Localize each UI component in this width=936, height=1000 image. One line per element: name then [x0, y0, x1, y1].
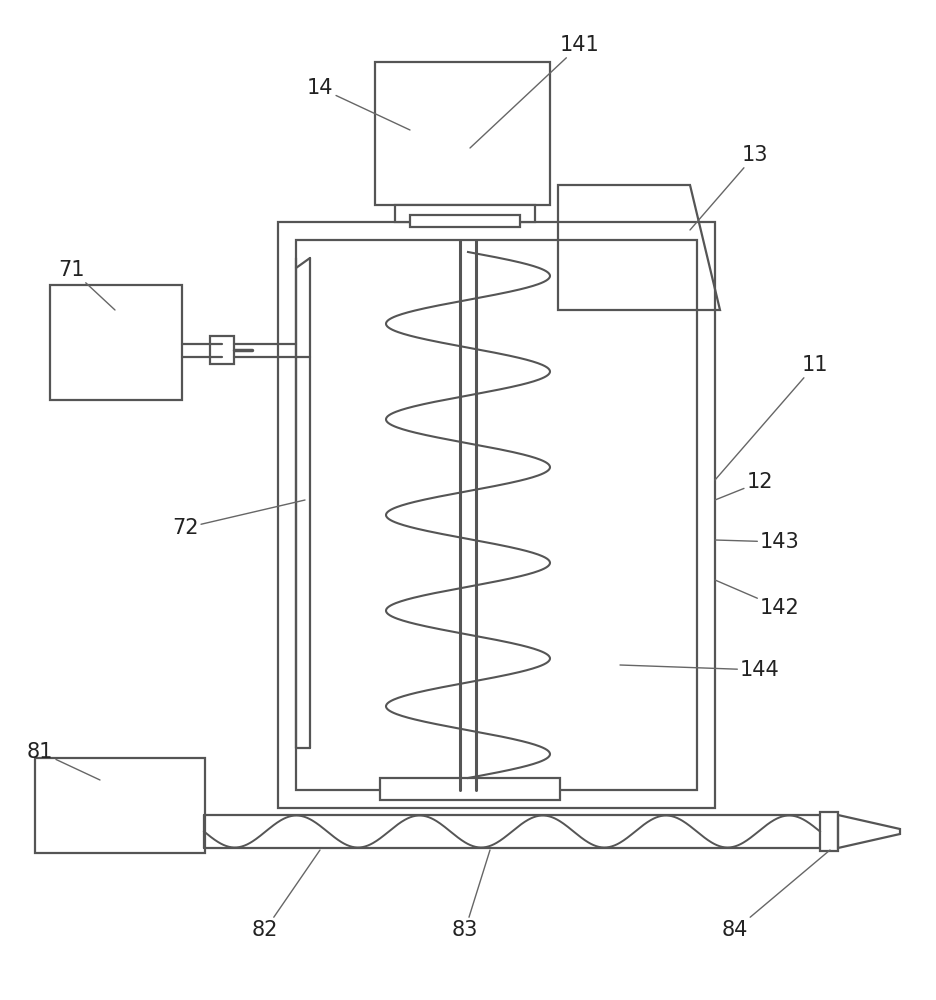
Bar [296, 240, 697, 790]
Text: 142: 142 [715, 580, 800, 618]
Text: 12: 12 [715, 472, 773, 500]
Bar [395, 205, 535, 222]
Text: 71: 71 [59, 260, 115, 310]
Text: 141: 141 [470, 35, 600, 148]
Text: 82: 82 [252, 850, 320, 940]
Bar [278, 222, 715, 808]
Text: 143: 143 [715, 532, 800, 552]
Bar [375, 62, 550, 205]
Text: 72: 72 [171, 500, 305, 538]
Text: 83: 83 [452, 850, 490, 940]
Bar [410, 215, 520, 227]
Text: 144: 144 [620, 660, 780, 680]
Bar [50, 285, 182, 400]
Text: 11: 11 [715, 355, 828, 480]
Bar [380, 778, 560, 800]
Bar [210, 336, 234, 364]
Text: 84: 84 [722, 850, 830, 940]
Text: 81: 81 [27, 742, 100, 780]
Bar [35, 758, 205, 853]
Text: 14: 14 [307, 78, 410, 130]
Text: 13: 13 [690, 145, 768, 230]
Bar [820, 812, 838, 851]
